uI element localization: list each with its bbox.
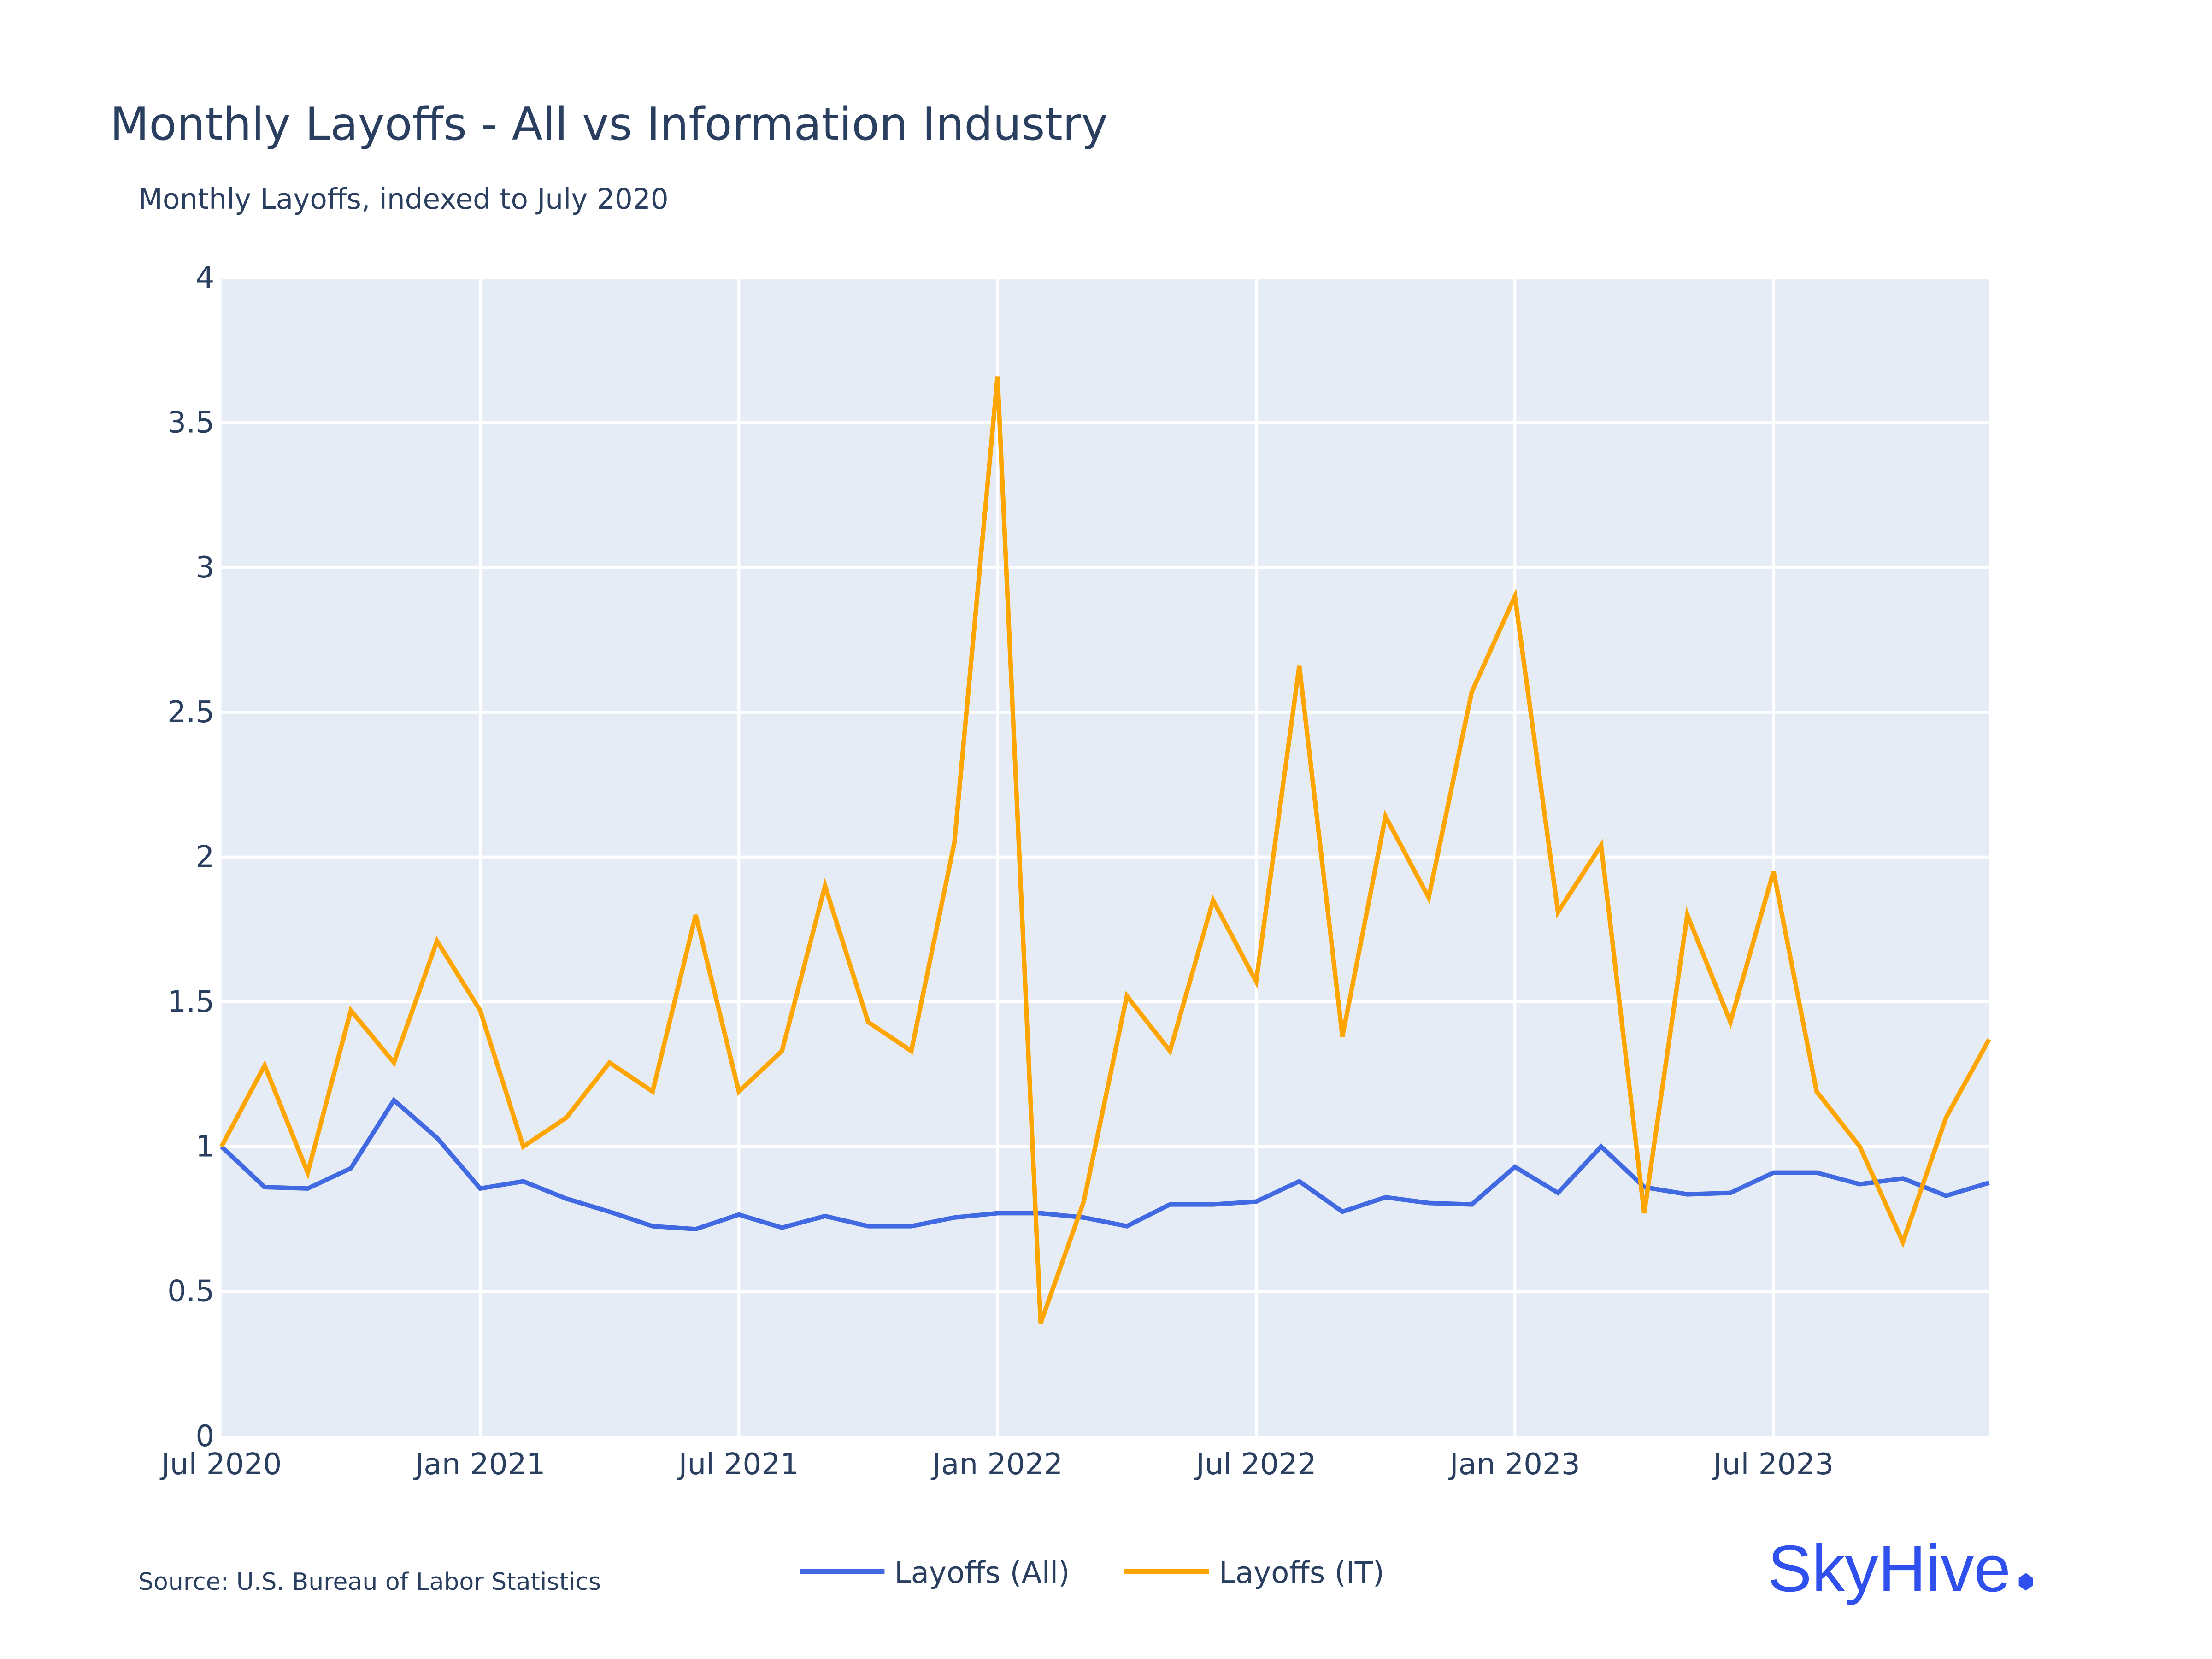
legend-label-all: Layoffs (All)	[894, 1556, 1070, 1590]
legend-item-all[interactable]: Layoffs (All)	[800, 1556, 1070, 1590]
gridlines	[221, 276, 1989, 1436]
series-all	[220, 1097, 1990, 1232]
x-tick-label: Jan 2021	[413, 1447, 545, 1482]
legend-item-it[interactable]: Layoffs (IT)	[1124, 1556, 1384, 1590]
x-tick-label: Jan 2022	[930, 1447, 1063, 1482]
x-tick-label: Jul 2021	[677, 1447, 799, 1482]
x-tick-label: Jul 2020	[159, 1447, 282, 1482]
x-tick-label: Jul 2022	[1194, 1447, 1317, 1482]
y-tick-label: 1	[195, 1129, 214, 1164]
logo-hexagon-icon	[2018, 1573, 2033, 1591]
legend[interactable]: Layoffs (All) Layoffs (IT)	[800, 1556, 1384, 1590]
series-it	[219, 376, 1991, 1324]
y-tick-label: 1.5	[167, 984, 214, 1019]
x-tick-label: Jan 2023	[1448, 1447, 1580, 1482]
series-line	[219, 376, 1991, 1324]
y-tick-label: 0	[195, 1419, 214, 1453]
y-tick-label: 2.5	[167, 695, 214, 729]
source-note: Source: U.S. Bureau of Labor Statistics	[138, 1568, 601, 1596]
y-tick-label: 3	[195, 550, 214, 585]
logo-text: SkyHive	[1768, 1532, 2011, 1606]
y-tick-label: 0.5	[167, 1274, 214, 1309]
y-tick-label: 2	[195, 840, 214, 874]
y-tick-label: 4	[195, 260, 214, 295]
skyhive-logo: SkyHive	[1768, 1532, 2033, 1606]
legend-label-it: Layoffs (IT)	[1219, 1556, 1384, 1590]
series-line	[220, 1097, 1990, 1232]
series-lines	[219, 376, 1991, 1324]
x-axis-ticks: Jul 2020 Jan 2021 Jul 2021 Jan 2022 Jul 2022…	[159, 1447, 1834, 1482]
y-tick-label: 3.5	[167, 406, 214, 440]
y-axis-ticks: 0 0.5 1 1.5 2 2.5 3 3.5 4	[167, 260, 214, 1453]
x-tick-label: Jul 2023	[1712, 1447, 1834, 1482]
chart-subtitle: Monthly Layoffs, indexed to July 2020	[138, 183, 669, 216]
chart-title: Monthly Layoffs - All vs Information Ind…	[110, 98, 1108, 151]
